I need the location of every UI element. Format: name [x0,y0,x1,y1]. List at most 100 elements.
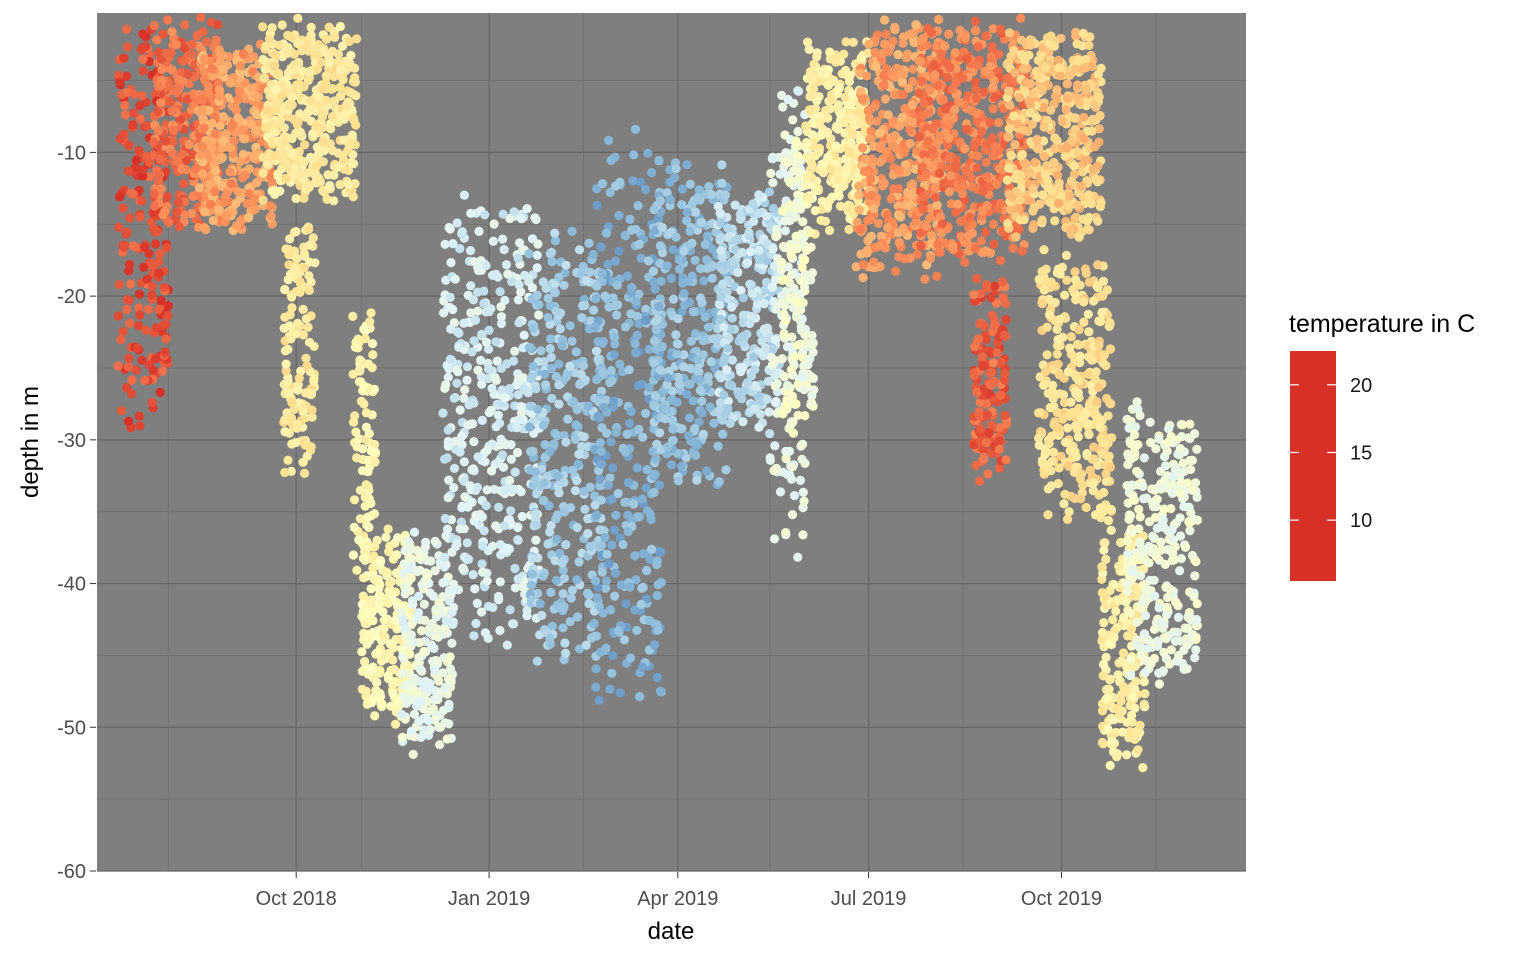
data-point [709,418,719,428]
data-point [561,260,571,270]
data-point [293,318,303,328]
data-point [443,674,454,684]
data-point [737,247,747,257]
data-point [225,167,235,177]
data-point [603,480,613,490]
data-point [299,157,309,167]
data-point [118,203,128,213]
data-point [707,273,718,283]
data-point [472,482,482,492]
data-point [745,279,755,289]
data-point [154,305,164,315]
data-point [777,206,788,216]
data-point [516,287,526,297]
data-point [996,198,1006,208]
data-point [244,212,254,223]
data-point [135,212,145,222]
data-point [481,500,491,511]
data-point [173,198,183,208]
data-point [161,334,171,344]
data-point [889,132,899,142]
data-point [792,340,802,350]
data-point [609,350,619,360]
data-point [808,347,818,357]
data-point [672,349,682,359]
data-point [221,210,231,220]
data-point [973,151,983,161]
data-point [531,384,541,394]
data-point [142,121,152,131]
data-point [649,358,659,368]
data-point [985,117,995,128]
data-point [804,193,814,203]
data-point [528,361,538,372]
data-point [970,26,981,36]
data-point [273,136,284,146]
data-point [862,167,873,177]
data-point [295,170,305,180]
data-point [291,193,301,204]
data-point [444,222,454,233]
data-point [267,186,277,196]
data-point [210,129,220,139]
data-point [204,89,214,99]
data-point [855,118,865,128]
data-point [397,732,407,742]
data-point [585,267,595,277]
data-point [514,280,524,290]
data-point [382,568,392,578]
data-point [796,322,806,332]
data-point [581,275,591,286]
data-point [124,141,134,151]
data-point [716,292,726,302]
data-point [135,310,145,320]
data-point [972,108,982,118]
data-point [270,85,280,95]
data-point [415,664,425,674]
data-point [155,387,165,397]
data-point [365,317,375,327]
data-point [705,402,715,412]
data-point [131,365,141,375]
data-point [280,136,290,146]
data-point [360,501,370,511]
data-point [304,182,314,192]
data-point [263,86,274,96]
data-point [489,484,499,494]
data-point [637,583,647,593]
data-point [673,476,684,486]
data-point [193,30,203,40]
data-point [473,452,483,462]
data-point [506,440,516,450]
data-point [482,576,492,586]
data-point [153,81,164,92]
data-point [137,196,147,206]
data-point [978,186,988,196]
data-point [940,41,950,51]
data-point [692,193,703,203]
data-point [543,293,553,303]
data-point [921,221,932,231]
data-point [865,134,875,144]
data-point [655,241,666,251]
data-point [292,385,303,395]
data-point [462,375,472,385]
data-point [334,56,344,66]
data-point [744,228,754,238]
data-point [184,139,194,150]
data-point [191,164,201,174]
data-point [360,657,370,667]
data-point [783,158,793,168]
data-point [207,143,217,153]
data-point [336,65,346,75]
data-point [539,478,550,488]
data-point [319,146,329,156]
data-point [615,688,625,698]
data-point [899,148,909,158]
data-point [463,502,473,512]
data-point [471,618,481,629]
data-point [348,369,358,379]
data-point [428,591,438,601]
data-point [595,413,605,423]
data-point [805,228,815,238]
